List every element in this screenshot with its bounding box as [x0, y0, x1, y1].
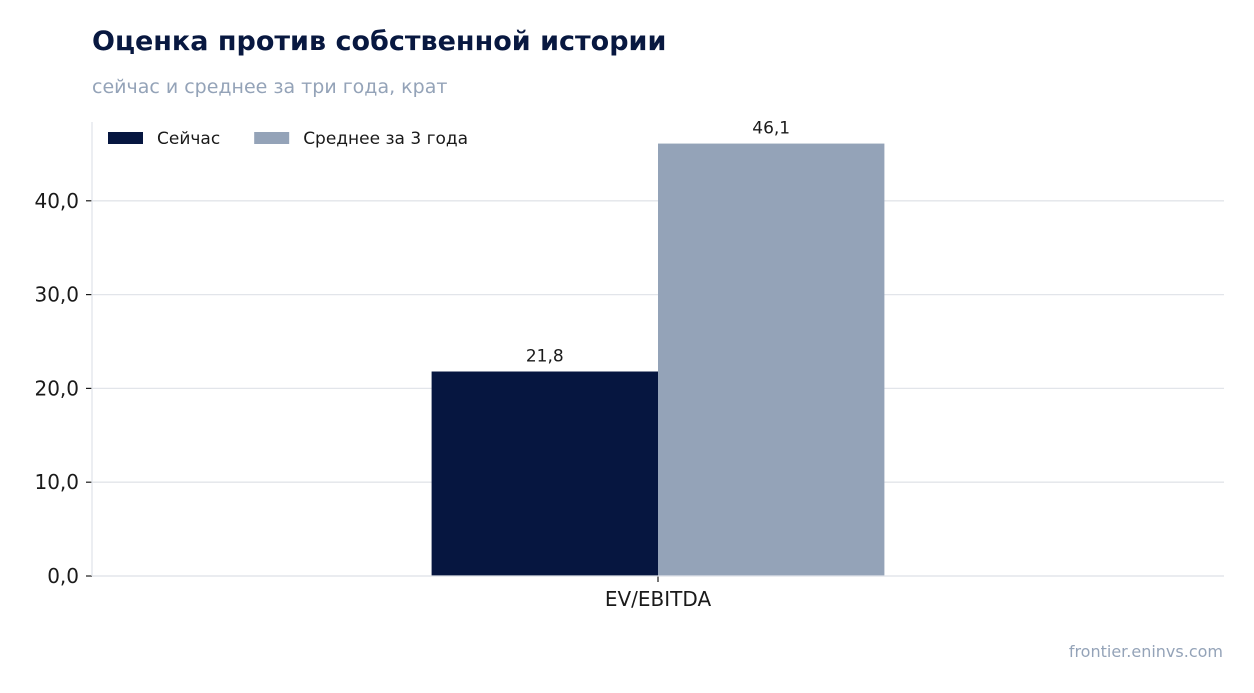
bars: 21,8 46,1 — [431, 119, 885, 576]
y-tick-label: 20,0 — [34, 376, 79, 400]
bar-value-label: 21,8 — [526, 347, 564, 367]
chart-subtitle: сейчас и среднее за три года, крат — [92, 76, 448, 98]
legend-swatch — [254, 132, 290, 144]
axes: 0,0 10,0 20,0 30,0 40,0 EV/EBITDA — [34, 122, 1224, 611]
bar — [431, 371, 658, 576]
bar — [658, 143, 885, 576]
y-tick-label: 40,0 — [34, 189, 79, 213]
legend-swatch — [108, 132, 143, 144]
legend-label: Сейчас — [157, 129, 220, 149]
bar-value-label: 46,1 — [752, 119, 790, 139]
y-tick-label: 10,0 — [34, 470, 79, 494]
y-tick-label: 0,0 — [47, 564, 79, 588]
chart-title: Оценка против собственной истории — [92, 26, 667, 57]
legend-label: Среднее за 3 года — [303, 129, 468, 149]
x-tick-label: EV/EBITDA — [605, 587, 712, 611]
legend: Сейчас Среднее за 3 года — [108, 129, 468, 149]
source-credit: frontier.eninvs.com — [1068, 642, 1223, 661]
y-tick-label: 30,0 — [34, 283, 79, 307]
